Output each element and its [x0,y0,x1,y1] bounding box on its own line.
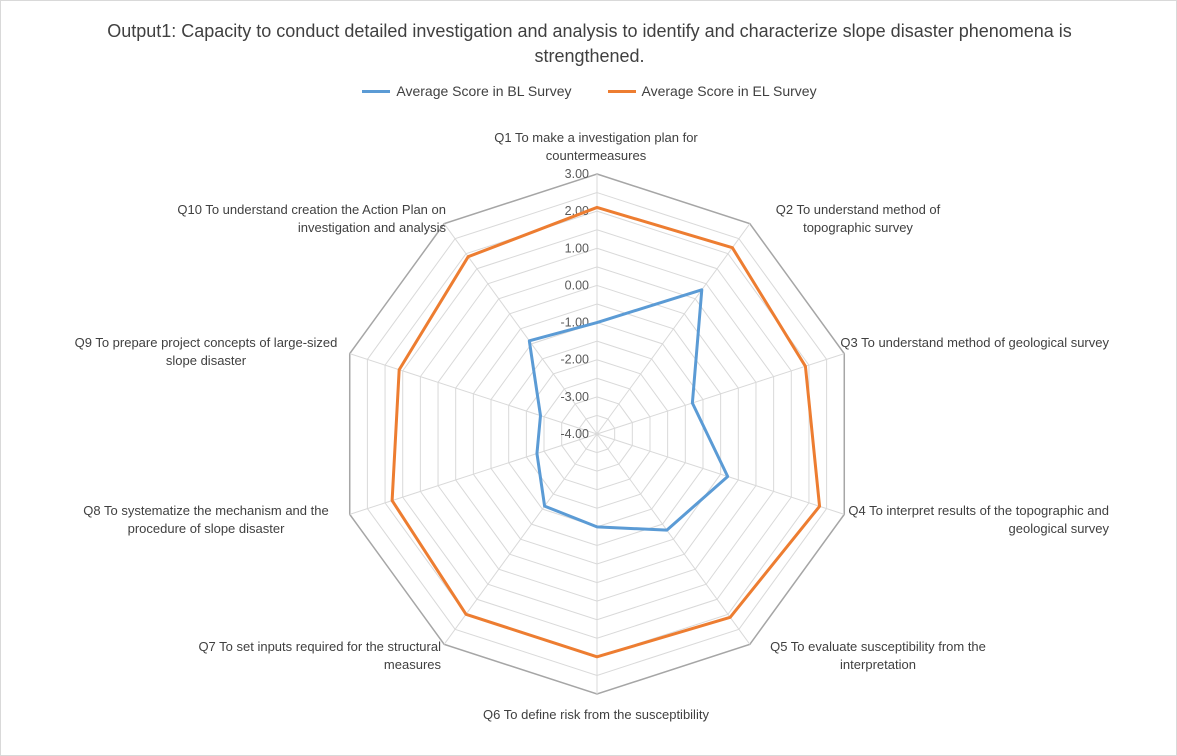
category-label-q9: Q9 To prepare project concepts of large-… [74,335,338,368]
legend-label-el: Average Score in EL Survey [641,83,817,99]
legend-item-bl: Average Score in BL Survey [362,83,572,99]
tick-label: -4.00 [561,427,590,441]
grid-spoke [349,353,598,435]
grid-spoke [443,223,598,435]
legend: Average Score in BL Survey Average Score… [1,83,1176,99]
legend-swatch-bl [362,89,391,93]
category-label-q2: Q2 To understand method of topographic s… [775,202,941,235]
series-line-el [390,205,822,659]
category-label-q1: Q1 To make a investigation plan for coun… [494,130,698,163]
tick-label: -2.00 [561,353,590,367]
legend-item-el: Average Score in EL Survey [607,83,817,99]
grid-spoke [596,353,845,435]
grid-spoke [596,433,751,645]
tick-label: 2.00 [565,204,589,218]
tick-label: 1.00 [565,241,589,255]
tick-label: -3.00 [561,390,590,404]
tick-label: 0.00 [565,278,589,292]
grid-spoke [596,223,751,435]
series-line-bl [527,288,730,532]
category-label-q8: Q8 To systematize the mechanism and the … [83,503,329,536]
chart-title: Output1: Capacity to conduct detailed in… [107,21,1072,66]
category-label-q4: Q4 To interpret results of the topograph… [848,503,1109,536]
category-label-q5: Q5 To evaluate susceptibility from the i… [770,639,986,672]
category-label-q7: Q7 To set inputs required for the struct… [198,639,441,672]
category-label-q6: Q6 To define risk from the susceptibilit… [483,707,709,722]
category-label-q3: Q3 To understand method of geological su… [840,335,1109,350]
category-label-q10: Q10 To understand creation the Action Pl… [177,202,446,235]
legend-swatch-el [607,89,636,93]
tick-label: 3.00 [565,167,589,181]
grid-spoke [443,433,598,645]
grid-spoke [596,433,845,515]
legend-label-bl: Average Score in BL Survey [396,83,572,99]
